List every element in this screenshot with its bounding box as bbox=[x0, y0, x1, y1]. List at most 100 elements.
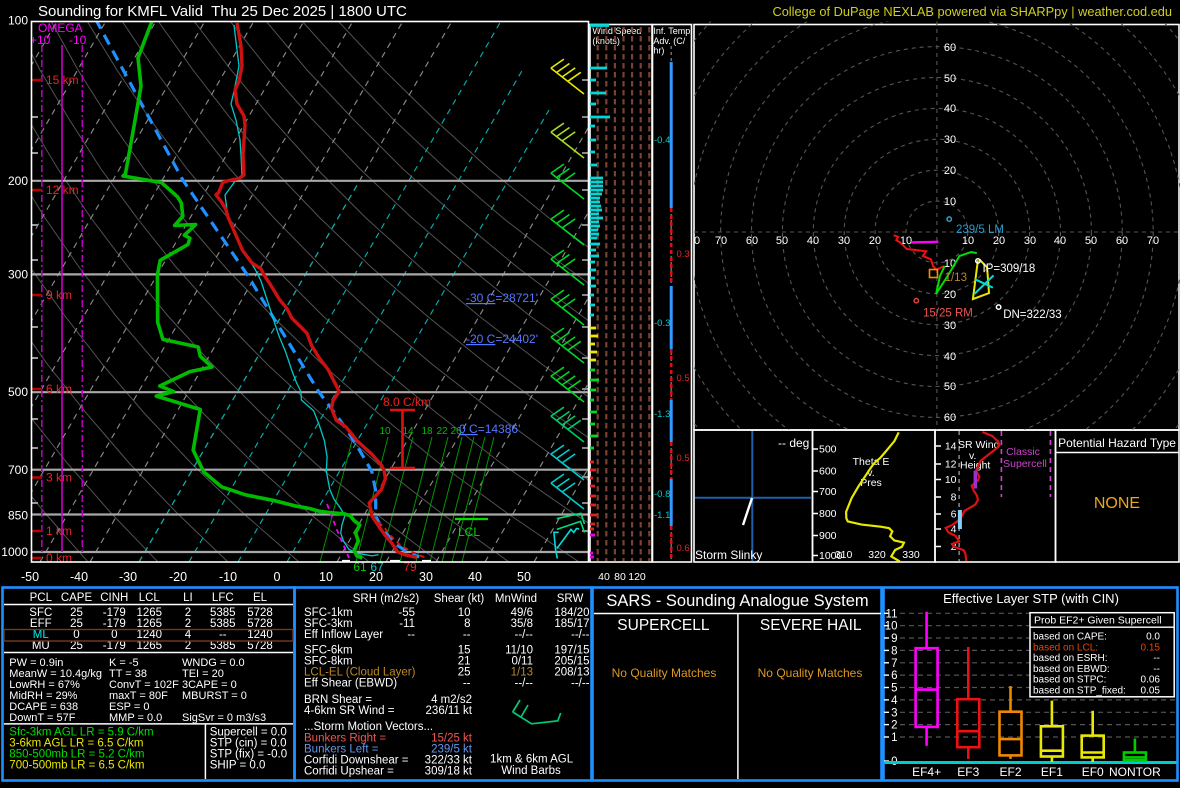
svg-text:LCL: LCL bbox=[139, 592, 161, 604]
svg-text:197/15: 197/15 bbox=[554, 645, 589, 657]
svg-text:35/8: 35/8 bbox=[511, 618, 533, 630]
svg-text:No Quality Matches: No Quality Matches bbox=[758, 666, 863, 680]
svg-text:185/17: 185/17 bbox=[554, 618, 589, 630]
svg-text:14: 14 bbox=[402, 426, 414, 437]
svg-text:MeanW = 10.4g/kg: MeanW = 10.4g/kg bbox=[9, 668, 102, 680]
svg-text:Storm Slinky: Storm Slinky bbox=[695, 548, 762, 562]
svg-text:ConvT = 102F: ConvT = 102F bbox=[109, 679, 179, 691]
svg-text:-179: -179 bbox=[103, 618, 126, 630]
svg-text:LFC: LFC bbox=[212, 592, 234, 604]
svg-text:-20 C=24402': -20 C=24402' bbox=[466, 332, 538, 346]
svg-text:v.: v. bbox=[969, 450, 976, 462]
svg-text:SARS - Sounding Analogue Syste: SARS - Sounding Analogue System bbox=[606, 592, 868, 610]
svg-text:SHIP = 0.0: SHIP = 0.0 bbox=[210, 760, 266, 772]
svg-text:0.06: 0.06 bbox=[1141, 675, 1161, 686]
svg-text:MnWind: MnWind bbox=[495, 593, 537, 605]
svg-text:PW = 0.9in: PW = 0.9in bbox=[9, 657, 63, 669]
svg-text:0.5: 0.5 bbox=[677, 373, 690, 384]
svg-text:WNDG = 0.0: WNDG = 0.0 bbox=[182, 657, 245, 669]
svg-text:11/10: 11/10 bbox=[505, 645, 533, 657]
svg-text:30: 30 bbox=[944, 320, 956, 332]
svg-text:DownT = 57F: DownT = 57F bbox=[9, 712, 75, 724]
svg-text:-40: -40 bbox=[70, 570, 88, 584]
svg-text:EF3: EF3 bbox=[957, 765, 979, 779]
svg-text:OMEGA: OMEGA bbox=[38, 21, 83, 35]
svg-text:239/5 LM: 239/5 LM bbox=[956, 224, 1004, 236]
svg-text:1: 1 bbox=[891, 732, 897, 744]
svg-text:-0.4: -0.4 bbox=[654, 135, 670, 146]
svg-text:50: 50 bbox=[1085, 235, 1097, 247]
svg-text:0: 0 bbox=[274, 570, 281, 584]
svg-text:10: 10 bbox=[379, 426, 391, 437]
svg-text:11: 11 bbox=[886, 608, 898, 620]
svg-text:No Quality Matches: No Quality Matches bbox=[612, 666, 717, 680]
svg-text:1265: 1265 bbox=[137, 607, 163, 619]
svg-text:0.0: 0.0 bbox=[1146, 632, 1160, 643]
svg-text:80: 80 bbox=[614, 571, 626, 583]
svg-text:EL: EL bbox=[253, 592, 268, 604]
svg-text:1km & 6km AGL: 1km & 6km AGL bbox=[490, 754, 574, 766]
svg-text:60: 60 bbox=[944, 412, 956, 424]
svg-text:120: 120 bbox=[628, 571, 646, 583]
svg-text:10: 10 bbox=[885, 621, 898, 633]
svg-text:Wind Barbs: Wind Barbs bbox=[501, 765, 561, 777]
svg-text:NONE: NONE bbox=[1094, 495, 1140, 512]
svg-text:3 km: 3 km bbox=[46, 471, 72, 485]
svg-text:SigSvr = 0 m3/s3: SigSvr = 0 m3/s3 bbox=[182, 712, 266, 724]
svg-text:-179: -179 bbox=[103, 640, 126, 652]
svg-text:EF0: EF0 bbox=[1082, 765, 1104, 779]
svg-text:SRW: SRW bbox=[557, 593, 584, 605]
svg-text:SEVERE HAIL: SEVERE HAIL bbox=[760, 617, 862, 634]
svg-text:-- deg: -- deg bbox=[778, 436, 809, 450]
svg-text:SFC-1km: SFC-1km bbox=[304, 607, 353, 619]
svg-text:based on ESRH:: based on ESRH: bbox=[1033, 653, 1108, 664]
svg-text:15/25 RM: 15/25 RM bbox=[923, 308, 973, 320]
svg-text:850: 850 bbox=[8, 508, 28, 522]
svg-text:STP (cin) = 0.0: STP (cin) = 0.0 bbox=[210, 738, 287, 750]
svg-text:1 km: 1 km bbox=[46, 524, 72, 538]
svg-text:Sfc-3km AGL LR = 5.9 C/km: Sfc-3km AGL LR = 5.9 C/km bbox=[9, 727, 153, 739]
svg-text:4 m2/s2: 4 m2/s2 bbox=[431, 694, 472, 706]
svg-text:Shear (kt): Shear (kt) bbox=[434, 593, 485, 605]
svg-text:SFC: SFC bbox=[29, 607, 52, 619]
svg-text:10: 10 bbox=[944, 196, 956, 208]
svg-text:3: 3 bbox=[891, 707, 897, 719]
svg-text:based on STP_fixed:: based on STP_fixed: bbox=[1033, 686, 1126, 697]
svg-text:NONTOR: NONTOR bbox=[1109, 765, 1161, 779]
svg-text:25: 25 bbox=[70, 618, 83, 630]
svg-text:SFC-8km: SFC-8km bbox=[304, 656, 353, 668]
svg-text:0: 0 bbox=[111, 629, 117, 641]
svg-text:25: 25 bbox=[70, 640, 83, 652]
svg-text:5728: 5728 bbox=[247, 607, 273, 619]
svg-text:ESP = 0: ESP = 0 bbox=[109, 701, 149, 713]
svg-text:--: -- bbox=[1153, 664, 1160, 675]
svg-text:4: 4 bbox=[185, 629, 192, 641]
svg-text:40: 40 bbox=[944, 103, 956, 115]
svg-text:Corfidi Upshear =: Corfidi Upshear = bbox=[304, 766, 394, 778]
svg-text:70: 70 bbox=[715, 235, 727, 247]
svg-text:LowRH = 67%: LowRH = 67% bbox=[9, 679, 80, 691]
svg-text:based on LCL:: based on LCL: bbox=[1033, 642, 1098, 653]
svg-text:10: 10 bbox=[962, 235, 974, 247]
svg-text:College of DuPage NEXLAB power: College of DuPage NEXLAB powered via SHA… bbox=[772, 4, 1172, 19]
svg-text:14: 14 bbox=[945, 441, 957, 453]
svg-text:310: 310 bbox=[835, 549, 853, 561]
svg-text:9 km: 9 km bbox=[46, 288, 72, 302]
svg-text:1265: 1265 bbox=[137, 618, 163, 630]
svg-text:--: -- bbox=[463, 629, 471, 641]
svg-text:Wind Speed: Wind Speed bbox=[592, 26, 641, 36]
svg-text:IP=309/18: IP=309/18 bbox=[983, 263, 1036, 275]
svg-text:49/6: 49/6 bbox=[511, 607, 533, 619]
svg-text:12 km: 12 km bbox=[46, 183, 79, 197]
svg-text:15 km: 15 km bbox=[46, 73, 79, 87]
svg-text:-20: -20 bbox=[169, 570, 187, 584]
svg-text:0.3: 0.3 bbox=[677, 249, 690, 260]
svg-text:based on CAPE:: based on CAPE: bbox=[1033, 632, 1107, 643]
svg-text:-10: -10 bbox=[219, 570, 237, 584]
svg-text:200: 200 bbox=[8, 174, 28, 188]
svg-text:5: 5 bbox=[891, 683, 897, 695]
svg-text:800: 800 bbox=[819, 508, 837, 520]
svg-text:--: -- bbox=[219, 629, 227, 641]
svg-text:TEI = 20: TEI = 20 bbox=[182, 668, 224, 680]
svg-text:15/25 kt: 15/25 kt bbox=[431, 733, 473, 745]
